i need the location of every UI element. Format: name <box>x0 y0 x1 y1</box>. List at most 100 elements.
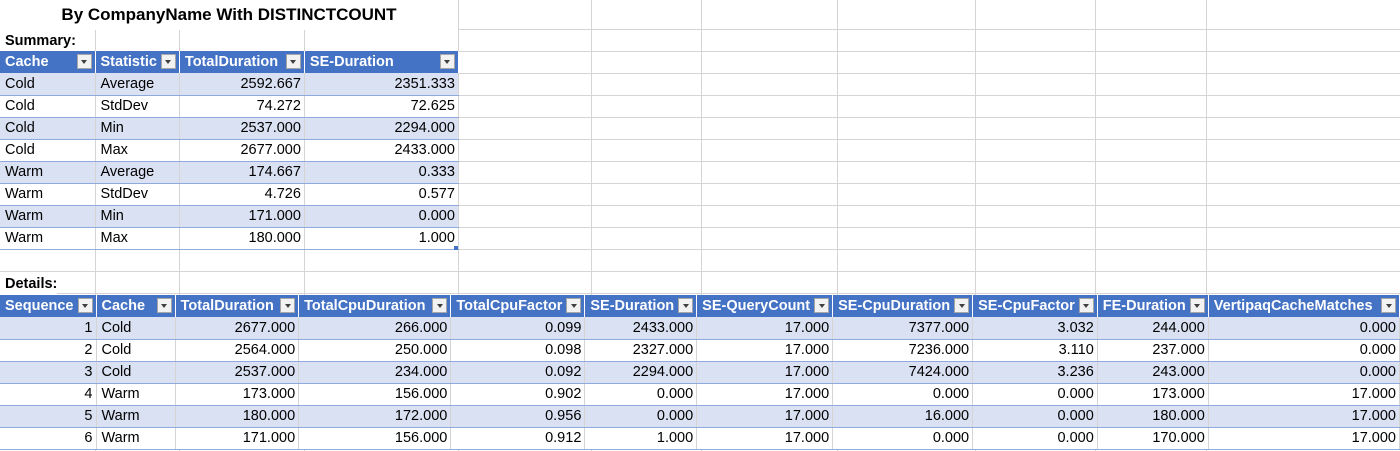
table-cell[interactable]: 0.000 <box>304 205 459 228</box>
table-cell[interactable]: 0.000 <box>832 427 974 450</box>
details-header-fe-duration[interactable]: FE-Duration <box>1097 295 1209 317</box>
table-cell[interactable]: 17.000 <box>1208 427 1400 450</box>
filter-dropdown-icon[interactable] <box>439 54 455 69</box>
table-cell[interactable]: 16.000 <box>832 405 974 428</box>
table-cell[interactable]: Warm <box>0 161 96 184</box>
table-cell[interactable]: 17.000 <box>1208 383 1400 406</box>
table-cell[interactable]: Warm <box>0 205 96 228</box>
table-cell[interactable]: 0.912 <box>450 427 586 450</box>
table-cell[interactable]: 1 <box>0 317 97 340</box>
table-cell[interactable]: 0.000 <box>1208 317 1400 340</box>
table-cell[interactable]: 237.000 <box>1097 339 1209 362</box>
table-cell[interactable]: 234.000 <box>298 361 452 384</box>
table-cell[interactable]: 173.000 <box>175 383 300 406</box>
filter-dropdown-icon[interactable] <box>678 298 694 313</box>
table-cell[interactable]: StdDev <box>95 95 180 118</box>
table-cell[interactable]: 17.000 <box>696 427 834 450</box>
table-cell[interactable]: Cold <box>0 95 96 118</box>
filter-dropdown-icon[interactable] <box>285 54 301 69</box>
table-cell[interactable]: 74.272 <box>179 95 305 118</box>
table-cell[interactable]: Cold <box>0 117 96 140</box>
table-cell[interactable]: 0.000 <box>1208 361 1400 384</box>
filter-dropdown-icon[interactable] <box>1189 298 1205 313</box>
sheet-title[interactable]: By CompanyName With DISTINCTCOUNT <box>0 0 458 30</box>
filter-dropdown-icon[interactable] <box>76 54 92 69</box>
table-cell[interactable]: Cold <box>96 361 176 384</box>
table-cell[interactable]: Warm <box>0 227 96 250</box>
table-cell[interactable]: Warm <box>96 405 176 428</box>
table-cell[interactable]: 2537.000 <box>175 361 300 384</box>
table-cell[interactable]: Max <box>95 227 180 250</box>
table-cell[interactable]: 3.110 <box>972 339 1098 362</box>
table-cell[interactable]: 4.726 <box>179 183 305 206</box>
table-cell[interactable]: 180.000 <box>175 405 300 428</box>
table-cell[interactable]: 0.092 <box>450 361 586 384</box>
table-cell[interactable]: 7377.000 <box>832 317 974 340</box>
table-cell[interactable]: 3 <box>0 361 97 384</box>
table-cell[interactable]: 2294.000 <box>304 117 459 140</box>
table-cell[interactable]: 2677.000 <box>175 317 300 340</box>
table-cell[interactable]: 17.000 <box>696 361 834 384</box>
table-cell[interactable]: 2327.000 <box>584 339 698 362</box>
details-header-totalcpufactor[interactable]: TotalCpuFactor <box>450 295 586 317</box>
table-cell[interactable]: 17.000 <box>696 317 834 340</box>
table-cell[interactable]: Warm <box>96 427 176 450</box>
summary-table[interactable]: Cache Statistic TotalDuration SE-Duration C… <box>0 51 459 250</box>
table-cell[interactable]: 1.000 <box>304 227 459 250</box>
table-cell[interactable]: 180.000 <box>1097 405 1209 428</box>
table-cell[interactable]: 171.000 <box>175 427 300 450</box>
table-cell[interactable]: 0.098 <box>450 339 586 362</box>
details-header-se-duration[interactable]: SE-Duration <box>584 295 698 317</box>
filter-dropdown-icon[interactable] <box>156 298 172 313</box>
table-cell[interactable]: 250.000 <box>298 339 452 362</box>
table-cell[interactable]: 3.032 <box>972 317 1098 340</box>
table-cell[interactable]: 0.000 <box>972 383 1098 406</box>
details-header-se-querycount[interactable]: SE-QueryCount <box>696 295 834 317</box>
table-cell[interactable]: 2433.000 <box>584 317 698 340</box>
table-cell[interactable]: 17.000 <box>696 405 834 428</box>
table-cell[interactable]: 180.000 <box>179 227 305 250</box>
table-cell[interactable]: 0.000 <box>832 383 974 406</box>
table-cell[interactable]: Cold <box>96 339 176 362</box>
table-cell[interactable]: 7424.000 <box>832 361 974 384</box>
filter-dropdown-icon[interactable] <box>77 298 93 313</box>
table-cell[interactable]: 0.577 <box>304 183 459 206</box>
table-cell[interactable]: 156.000 <box>298 383 452 406</box>
table-cell[interactable]: 17.000 <box>696 383 834 406</box>
summary-header-totalduration[interactable]: TotalDuration <box>179 51 305 73</box>
table-cell[interactable]: 2677.000 <box>179 139 305 162</box>
table-cell[interactable]: 17.000 <box>1208 405 1400 428</box>
details-header-totalduration[interactable]: TotalDuration <box>175 295 300 317</box>
filter-dropdown-icon[interactable] <box>1078 298 1094 313</box>
details-header-cache[interactable]: Cache <box>96 295 176 317</box>
table-cell[interactable]: Average <box>95 161 180 184</box>
table-cell[interactable]: Max <box>95 139 180 162</box>
table-cell[interactable]: 7236.000 <box>832 339 974 362</box>
table-cell[interactable]: 0.000 <box>584 405 698 428</box>
filter-dropdown-icon[interactable] <box>432 298 448 313</box>
filter-dropdown-icon[interactable] <box>814 298 830 313</box>
filter-dropdown-icon[interactable] <box>280 298 296 313</box>
table-cell[interactable]: 0.000 <box>972 427 1098 450</box>
table-cell[interactable]: 2537.000 <box>179 117 305 140</box>
table-cell[interactable]: 0.333 <box>304 161 459 184</box>
table-cell[interactable]: 170.000 <box>1097 427 1209 450</box>
filter-dropdown-icon[interactable] <box>160 54 176 69</box>
table-cell[interactable]: 243.000 <box>1097 361 1209 384</box>
table-cell[interactable]: 2433.000 <box>304 139 459 162</box>
table-cell[interactable]: 2592.667 <box>179 73 305 96</box>
table-cell[interactable]: 174.667 <box>179 161 305 184</box>
table-cell[interactable]: Warm <box>0 183 96 206</box>
table-cell[interactable]: 3.236 <box>972 361 1098 384</box>
table-cell[interactable]: Warm <box>96 383 176 406</box>
table-cell[interactable]: 0.099 <box>450 317 586 340</box>
table-cell[interactable]: Min <box>95 117 180 140</box>
details-header-vertipaqcachematches[interactable]: VertipaqCacheMatches <box>1208 295 1400 317</box>
summary-header-cache[interactable]: Cache <box>0 51 96 73</box>
table-cell[interactable]: 0.000 <box>584 383 698 406</box>
table-cell[interactable]: 4 <box>0 383 97 406</box>
table-cell[interactable]: 2294.000 <box>584 361 698 384</box>
summary-header-se-duration[interactable]: SE-Duration <box>304 51 459 73</box>
table-cell[interactable]: 17.000 <box>696 339 834 362</box>
